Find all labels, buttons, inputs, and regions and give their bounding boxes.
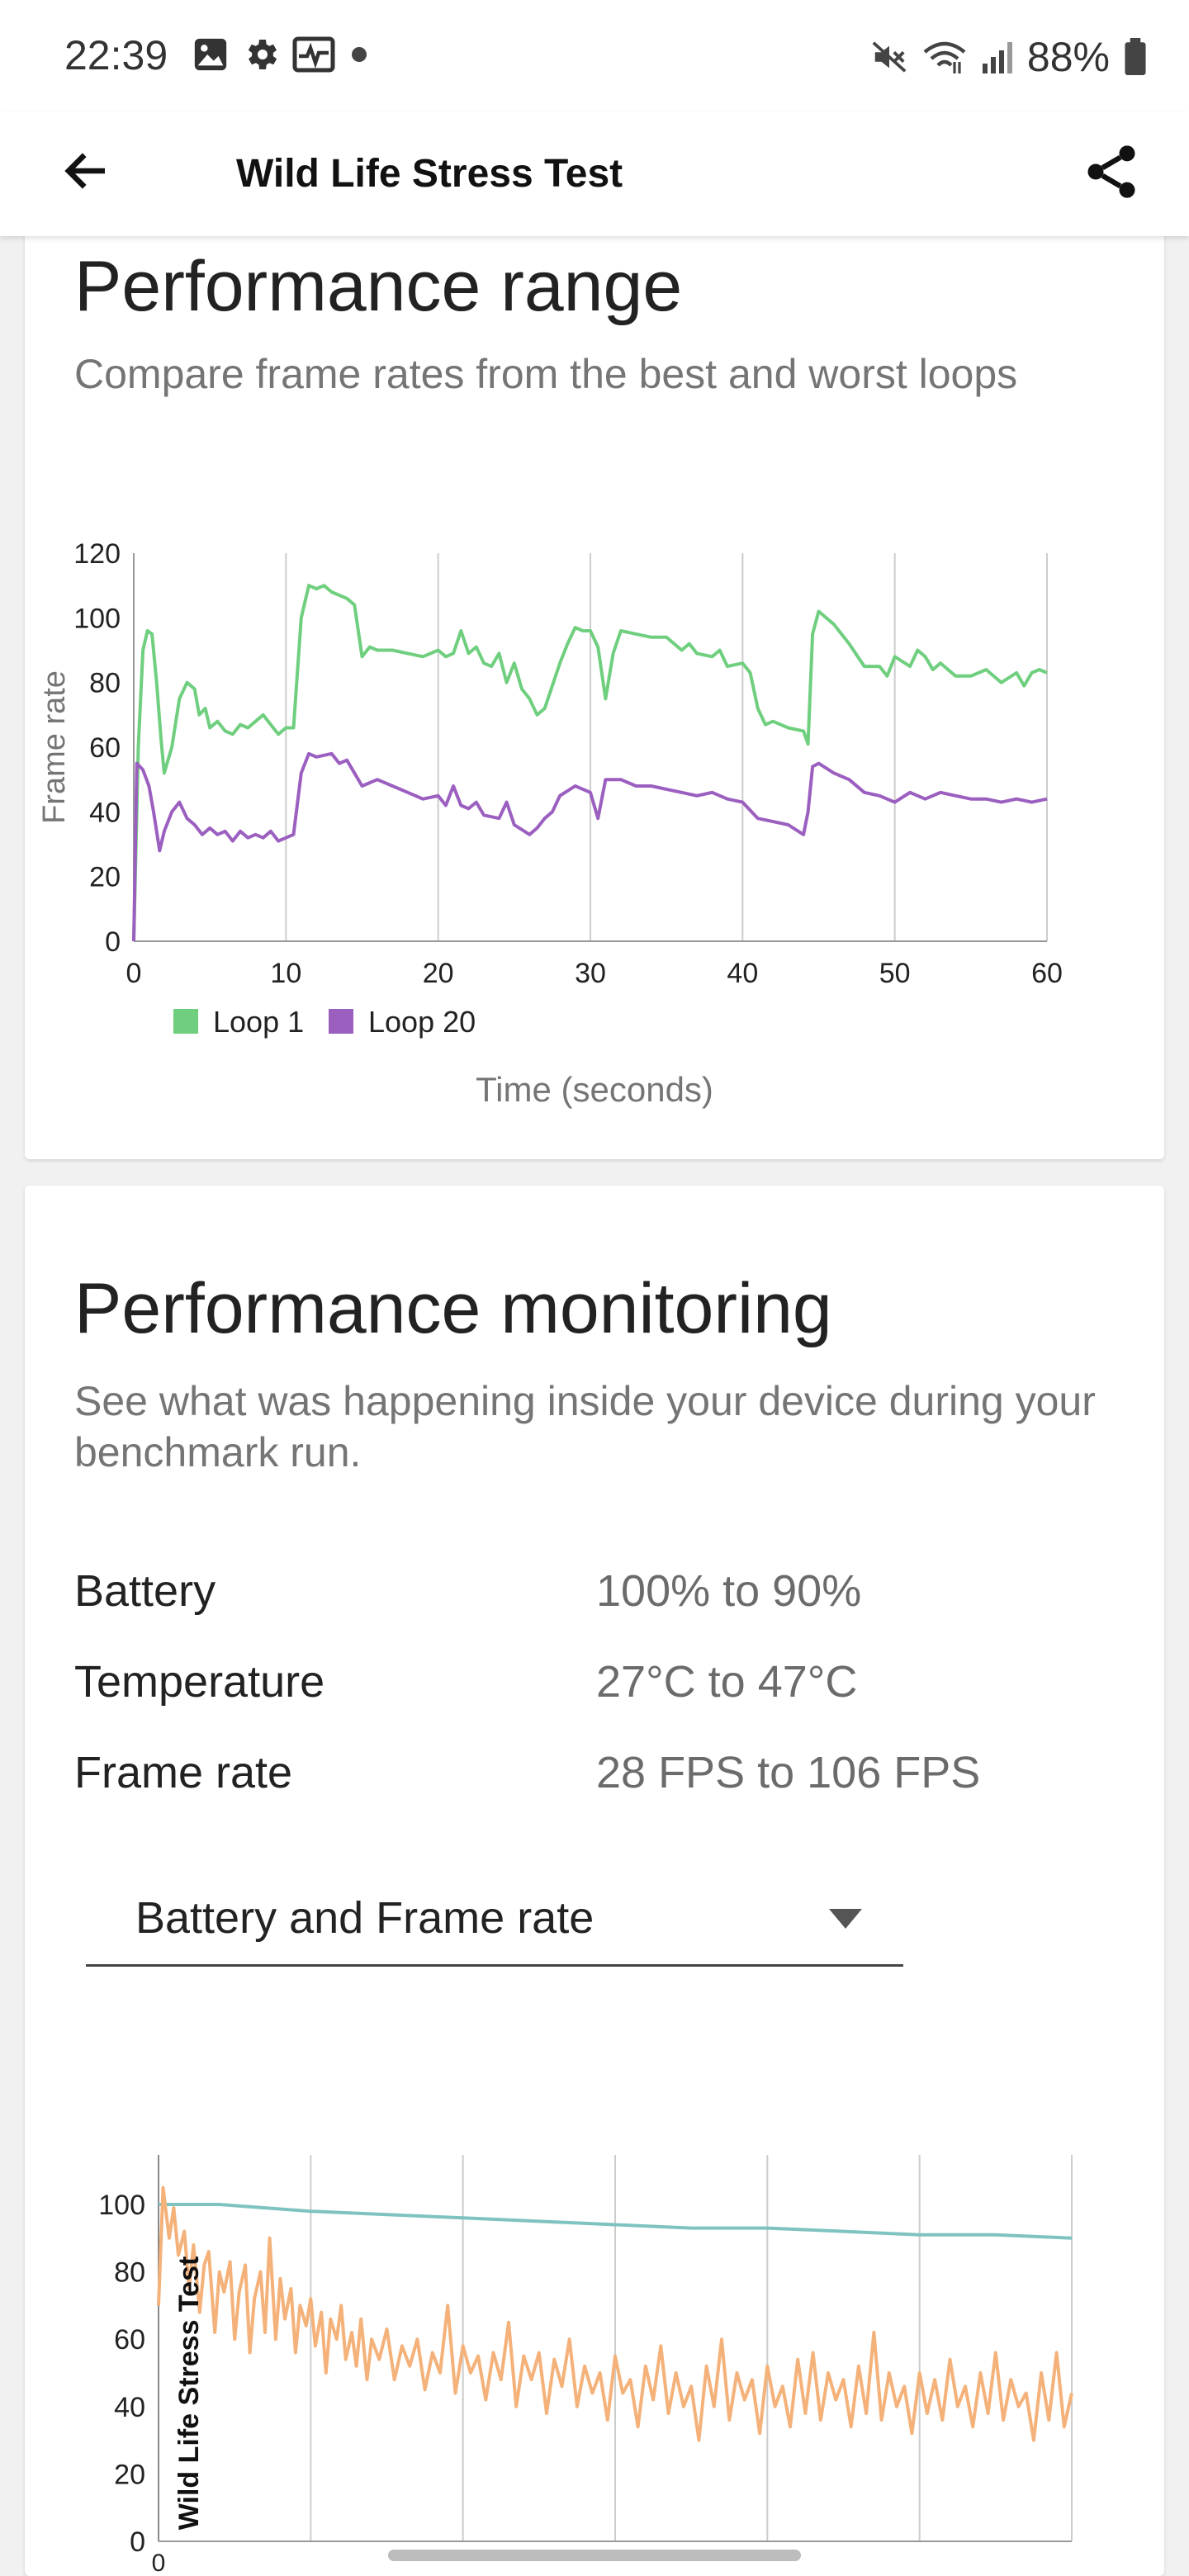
y-tick-label: 20 <box>114 2459 145 2490</box>
signal-icon <box>982 42 1012 73</box>
arrow-left-icon <box>64 153 105 189</box>
y-axis-label: Frame rate <box>37 670 72 824</box>
y-tick-label: 120 <box>73 538 121 570</box>
chart-type-dropdown[interactable]: Battery and Frame rate <box>86 1873 903 1967</box>
activity-icon <box>292 36 335 73</box>
y-tick-label: 40 <box>114 2392 145 2423</box>
series-line-battery <box>159 2203 1073 2240</box>
share-button[interactable] <box>1072 132 1151 211</box>
x-axis-label: Time (seconds) <box>476 1070 713 1109</box>
y-tick-label: 0 <box>130 2526 145 2558</box>
page-title: Wild Life Stress Test <box>236 152 623 196</box>
status-time: 22:39 <box>64 32 168 78</box>
y-tick-label: 80 <box>89 668 121 699</box>
performance-range-card: Performance range Compare frame rates fr… <box>25 206 1164 1159</box>
x-tick-label: 0 <box>126 958 142 989</box>
y-tick-label: 80 <box>114 2257 145 2289</box>
y-tick-label: 60 <box>114 2324 145 2356</box>
metric-label-temperature: Temperature <box>74 1657 325 1707</box>
metric-value-frame-rate: 28 FPS to 106 FPS <box>596 1748 981 1797</box>
battery-icon <box>1125 38 1146 75</box>
y-tick-label: 0 <box>105 926 121 958</box>
dropdown-selected-value: Battery and Frame rate <box>135 1893 594 1943</box>
legend-label: Loop 20 <box>368 1005 476 1039</box>
status-icons-right: 88% <box>870 33 1148 81</box>
status-icons-left <box>192 35 372 74</box>
metric-label-battery: Battery <box>74 1566 216 1616</box>
frame-rate-chart: 0 10 20 30 40 50 60 0 20 40 60 80 100 120 Frame rate Ti… <box>37 538 1063 1109</box>
series-line-loop-20 <box>132 751 1048 942</box>
x-tick-label: 40 <box>727 958 758 989</box>
battery-percent: 88% <box>1026 34 1110 80</box>
x-tick-label: 30 <box>575 958 606 989</box>
metric-value-temperature: 27°C to 47°C <box>596 1657 858 1707</box>
performance-monitoring-subtitle: See what was happening inside your devic… <box>74 1378 1096 1475</box>
x-tick-label: 10 <box>270 958 301 989</box>
settings-icon <box>248 40 277 69</box>
performance-range-subtitle: Compare frame rates from the best and wo… <box>74 351 1018 397</box>
app-bar: Wild Life Stress Test <box>0 112 1189 236</box>
home-indicator[interactable] <box>388 2550 801 2561</box>
performance-monitoring-title: Performance monitoring <box>74 1269 832 1348</box>
series-line-frame-rate <box>157 2185 1073 2442</box>
status-bar: 22:39 88% <box>0 0 1189 112</box>
wifi-icon <box>923 41 966 73</box>
x-tick-label: 50 <box>879 958 911 989</box>
battery-frame-rate-chart: 0 20 40 60 80 100 0 Wild Life Stress Test <box>98 2155 1073 2576</box>
x-tick-label: 0 <box>152 2550 166 2576</box>
annotation-label: Wild Life Stress Test <box>173 2256 205 2531</box>
legend-swatch <box>329 1009 353 1034</box>
y-tick-label: 40 <box>89 797 121 828</box>
metric-label-frame-rate: Frame rate <box>74 1748 293 1797</box>
y-tick-label: 20 <box>89 862 121 893</box>
dot-icon <box>352 47 367 62</box>
caret-down-icon <box>829 1909 862 1929</box>
y-tick-label: 100 <box>73 603 121 634</box>
mute-icon <box>872 41 907 73</box>
legend-label: Loop 1 <box>213 1005 304 1039</box>
performance-range-title: Performance range <box>74 247 683 326</box>
x-tick-label: 20 <box>423 958 454 989</box>
y-tick-label: 100 <box>98 2190 145 2221</box>
series-line-loop-1 <box>132 584 1048 942</box>
y-tick-label: 60 <box>89 732 121 764</box>
metric-value-battery: 100% to 90% <box>596 1566 862 1616</box>
performance-monitoring-card: Performance monitoring See what was happ… <box>25 1186 1164 2576</box>
x-tick-label: 60 <box>1031 958 1063 989</box>
gallery-icon <box>194 38 227 71</box>
back-button[interactable] <box>50 134 124 208</box>
legend-swatch <box>173 1009 198 1034</box>
share-icon <box>1087 145 1135 198</box>
